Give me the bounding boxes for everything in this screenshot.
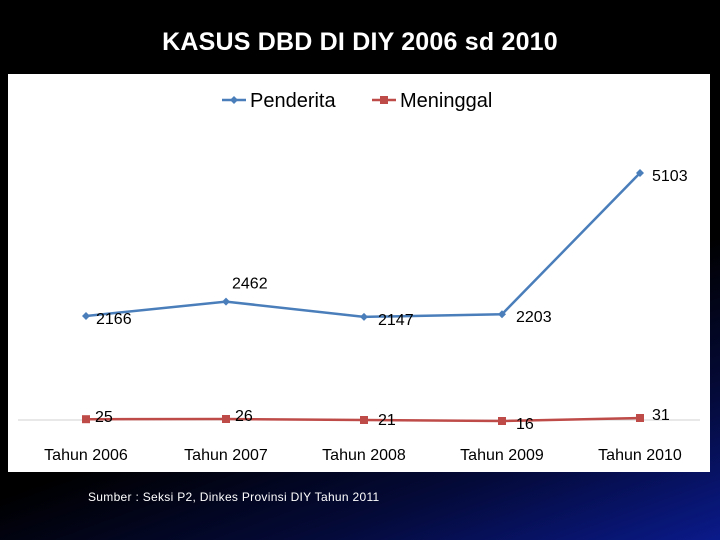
- slide-title: KASUS DBD DI DIY 2006 sd 2010: [162, 28, 558, 56]
- x-tick-label: Tahun 2007: [184, 447, 268, 464]
- data-point-penderita: [636, 169, 644, 177]
- x-tick-label: Tahun 2008: [322, 447, 406, 464]
- data-label-penderita: 2166: [96, 311, 132, 328]
- legend-swatch-meninggal-marker: [380, 96, 388, 104]
- data-label-penderita: 2462: [232, 276, 268, 293]
- data-point-meninggal: [360, 416, 368, 424]
- data-point-meninggal: [222, 415, 230, 423]
- data-label-meninggal: 31: [652, 407, 670, 424]
- plot-area: 2166 2462 2147 2203 5103 25 26 21 16 31 Tahun 2006…: [44, 168, 688, 464]
- data-label-meninggal: 16: [516, 416, 534, 433]
- x-tick-label: Tahun 2010: [598, 447, 682, 464]
- chart-legend: Penderita Meninggal: [222, 90, 492, 112]
- data-point-penderita: [82, 312, 90, 320]
- data-point-penderita: [360, 312, 368, 321]
- x-tick-label: Tahun 2009: [460, 447, 544, 464]
- series-line-penderita: [85, 172, 641, 319]
- data-label-meninggal: 26: [235, 408, 253, 425]
- data-label-penderita: 2203: [516, 309, 552, 326]
- data-point-meninggal: [636, 414, 644, 422]
- data-label-meninggal: 21: [378, 412, 396, 429]
- legend-label-penderita: Penderita: [250, 90, 336, 112]
- legend-swatch-penderita-marker: [230, 96, 238, 104]
- line-chart: Penderita Meninggal 2166 2462 2147 2203 5103…: [18, 90, 700, 464]
- data-label-penderita: 2147: [378, 312, 414, 329]
- legend-label-meninggal: Meninggal: [400, 90, 492, 112]
- data-point-penderita: [498, 310, 506, 319]
- source-note: Sumber : Seksi P2, Dinkes Provinsi DIY T…: [88, 490, 380, 504]
- data-point-penderita: [222, 297, 230, 306]
- data-label-meninggal: 25: [95, 409, 113, 426]
- data-point-meninggal: [498, 417, 506, 425]
- chart-panel: Penderita Meninggal 2166 2462 2147 2203 5103…: [8, 74, 710, 472]
- x-tick-label: Tahun 2006: [44, 447, 128, 464]
- data-label-penderita: 5103: [652, 168, 688, 185]
- data-point-meninggal: [82, 415, 90, 424]
